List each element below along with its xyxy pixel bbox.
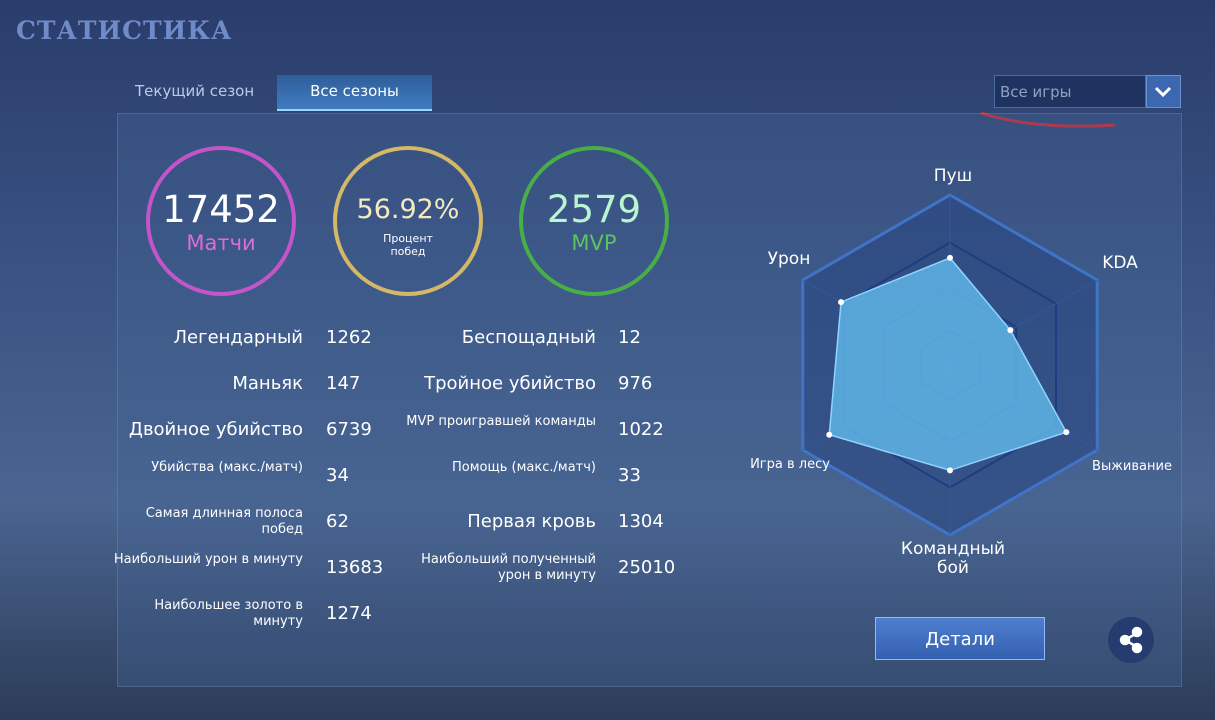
radar-point	[1063, 429, 1070, 436]
stat-label: MVP проигравшей команды	[406, 414, 596, 429]
stat-value: 13683	[326, 557, 384, 578]
radar-point	[838, 299, 845, 306]
winrate-value: 56.92%	[356, 194, 460, 225]
stat-label: Помощь (макс./матч)	[452, 460, 596, 475]
stat-value: 62	[326, 511, 349, 532]
share-icon	[1119, 626, 1143, 654]
stat-value: 6739	[326, 419, 372, 440]
chevron	[1154, 86, 1172, 98]
stat-value: 1304	[618, 511, 664, 532]
mvp-value: 2579	[546, 188, 642, 231]
stat-label: Самая длинная полоса побед	[145, 506, 303, 537]
stat-value: 976	[618, 373, 653, 394]
stat-value: 34	[326, 465, 349, 486]
radar-point	[947, 467, 953, 474]
radar-axis-label: Пуш	[933, 166, 973, 186]
stat-value: 1262	[326, 327, 372, 348]
radar-axis-label: Командный бой	[900, 539, 1006, 578]
dropdown-button[interactable]	[1146, 75, 1181, 108]
winrate-circle: 56.92% Процент побед	[333, 146, 483, 296]
stat-value: 1022	[618, 419, 664, 440]
screen-title: СТАТИСТИКА	[16, 16, 233, 45]
radar-point	[1007, 327, 1014, 334]
stat-value: 1274	[326, 603, 372, 624]
stat-value: 12	[618, 327, 641, 348]
winrate-label: Процент побед	[383, 232, 433, 258]
stat-label: Наибольшее золото в минуту	[154, 598, 303, 629]
stat-label: Маньяк	[232, 373, 303, 394]
tab-active[interactable]: Все сезоны	[277, 75, 432, 111]
radar-point	[947, 254, 953, 261]
mvp-label: MVP	[571, 231, 617, 255]
red-underline	[980, 111, 1116, 128]
stat-value: 33	[618, 465, 641, 486]
radar-point	[826, 431, 833, 438]
radar-axis-label: Урон	[767, 249, 811, 269]
stat-label: Тройное убийство	[424, 373, 596, 394]
stat-label: Убийства (макс./матч)	[151, 460, 303, 475]
share-button[interactable]	[1108, 617, 1154, 663]
stat-value: 147	[326, 373, 361, 394]
stat-label: Наибольший урон в минуту	[113, 552, 303, 567]
details-button[interactable]: Детали	[875, 617, 1045, 660]
stat-label: Наибольший полученный урон в минуту	[421, 552, 596, 583]
stat-label: Беспощадный	[461, 327, 596, 348]
radar-axis-label: KDA	[1102, 253, 1138, 273]
filter-dropdown[interactable]: Все игры	[994, 75, 1146, 108]
radar-axis-label: Игра в лесу	[750, 457, 830, 472]
stat-label: Двойное убийство	[128, 419, 303, 440]
tab[interactable]: Текущий сезон	[135, 82, 255, 100]
stat-value: 25010	[618, 557, 676, 578]
stat-label: Легендарный	[173, 327, 304, 348]
matches-value: 17452	[162, 188, 280, 231]
stat-label: Первая кровь	[467, 511, 596, 532]
matches-circle: 17452 Матчи	[146, 146, 296, 296]
radar-axis-label: Выживание	[1092, 459, 1172, 474]
mvp-circle: 2579 MVP	[519, 146, 669, 296]
matches-label: Матчи	[186, 231, 256, 255]
